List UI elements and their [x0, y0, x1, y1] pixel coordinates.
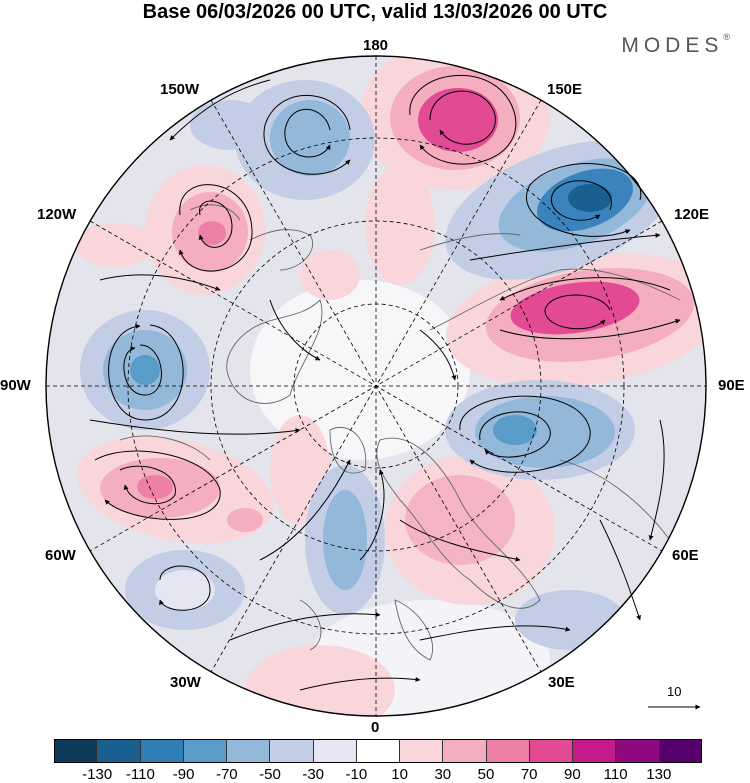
wind-streamlines — [89, 74, 681, 691]
negative-anomaly-north-atlantic — [125, 550, 245, 630]
colorbar-segment — [356, 739, 401, 763]
lon-label-90e: 90E — [718, 377, 745, 394]
colorbar-segment — [227, 739, 271, 763]
lon-label-120w: 120W — [37, 206, 77, 223]
lon-label-150e: 150E — [547, 81, 583, 98]
negative-anomaly-canada — [80, 310, 210, 430]
colorbar-tick-label: 110 — [603, 766, 628, 783]
central-neutral-zone — [250, 280, 470, 460]
colorbar-tick-label: 90 — [564, 766, 581, 783]
colorbar-segment — [54, 739, 98, 763]
colorbar — [54, 739, 702, 763]
lon-label-60w: 60W — [45, 547, 76, 564]
colorbar-segment — [313, 739, 357, 763]
graticule — [46, 56, 706, 716]
colorbar-tick-label: -110 — [125, 766, 155, 783]
colorbar-segment — [443, 739, 487, 763]
negative-anomaly-greenland-sea — [305, 465, 385, 615]
lon-label-30e: 30E — [548, 674, 575, 691]
colorbar-segment — [573, 739, 617, 763]
positive-anomaly-alaska — [75, 165, 265, 295]
colorbar-tick-label: -70 — [215, 766, 238, 783]
colorbar-tick-label: 30 — [434, 766, 452, 783]
colorbar-segment — [529, 739, 574, 763]
lon-label-30w: 30W — [170, 674, 201, 691]
lon-label-180: 180 — [363, 37, 389, 54]
modes-logo: MODES® — [621, 32, 730, 58]
colorbar-tick-label: -10 — [345, 766, 368, 783]
coastlines — [119, 204, 681, 661]
colorbar-tick-label: -130 — [82, 766, 113, 783]
colorbar-segment — [140, 739, 184, 763]
lon-label-0: 0 — [371, 719, 380, 736]
registered-mark: ® — [723, 32, 730, 42]
colorbar-segment — [486, 739, 530, 763]
lon-label-60e: 60E — [672, 547, 699, 564]
colorbar-frame — [54, 739, 702, 763]
colorbar-tick-label: 70 — [520, 766, 538, 783]
negative-anomaly-bering — [190, 80, 375, 200]
brand-name: MODES — [621, 34, 724, 57]
map-boundary — [45, 55, 707, 717]
colorbar-segment — [659, 739, 702, 763]
colorbar-tick-label: -90 — [172, 766, 195, 783]
negative-anomaly-east-siberia — [445, 140, 675, 280]
map-title: Base 06/03/2026 00 UTC, valid 13/03/2026… — [142, 1, 608, 23]
anomaly-field — [46, 56, 706, 716]
lon-label-120e: 120E — [674, 206, 710, 223]
colorbar-segment — [270, 739, 314, 763]
reference-vector-label: 10 — [667, 684, 682, 699]
negative-anomaly-siberia — [445, 380, 635, 480]
colorbar-segment — [183, 739, 228, 763]
colorbar-tick-label: 130 — [646, 766, 672, 783]
colorbar-tick-label: 10 — [391, 766, 408, 783]
colorbar-segment — [616, 739, 660, 763]
colorbar-tick-label: -30 — [302, 766, 325, 783]
colorbar-segment — [97, 739, 141, 763]
colorbar-segment — [400, 739, 444, 763]
colorbar-tick-label: 50 — [477, 766, 495, 783]
lon-label-150w: 150W — [160, 81, 200, 98]
colorbar-tick-label: -50 — [259, 766, 281, 783]
lon-label-90w: 90W — [0, 377, 31, 394]
